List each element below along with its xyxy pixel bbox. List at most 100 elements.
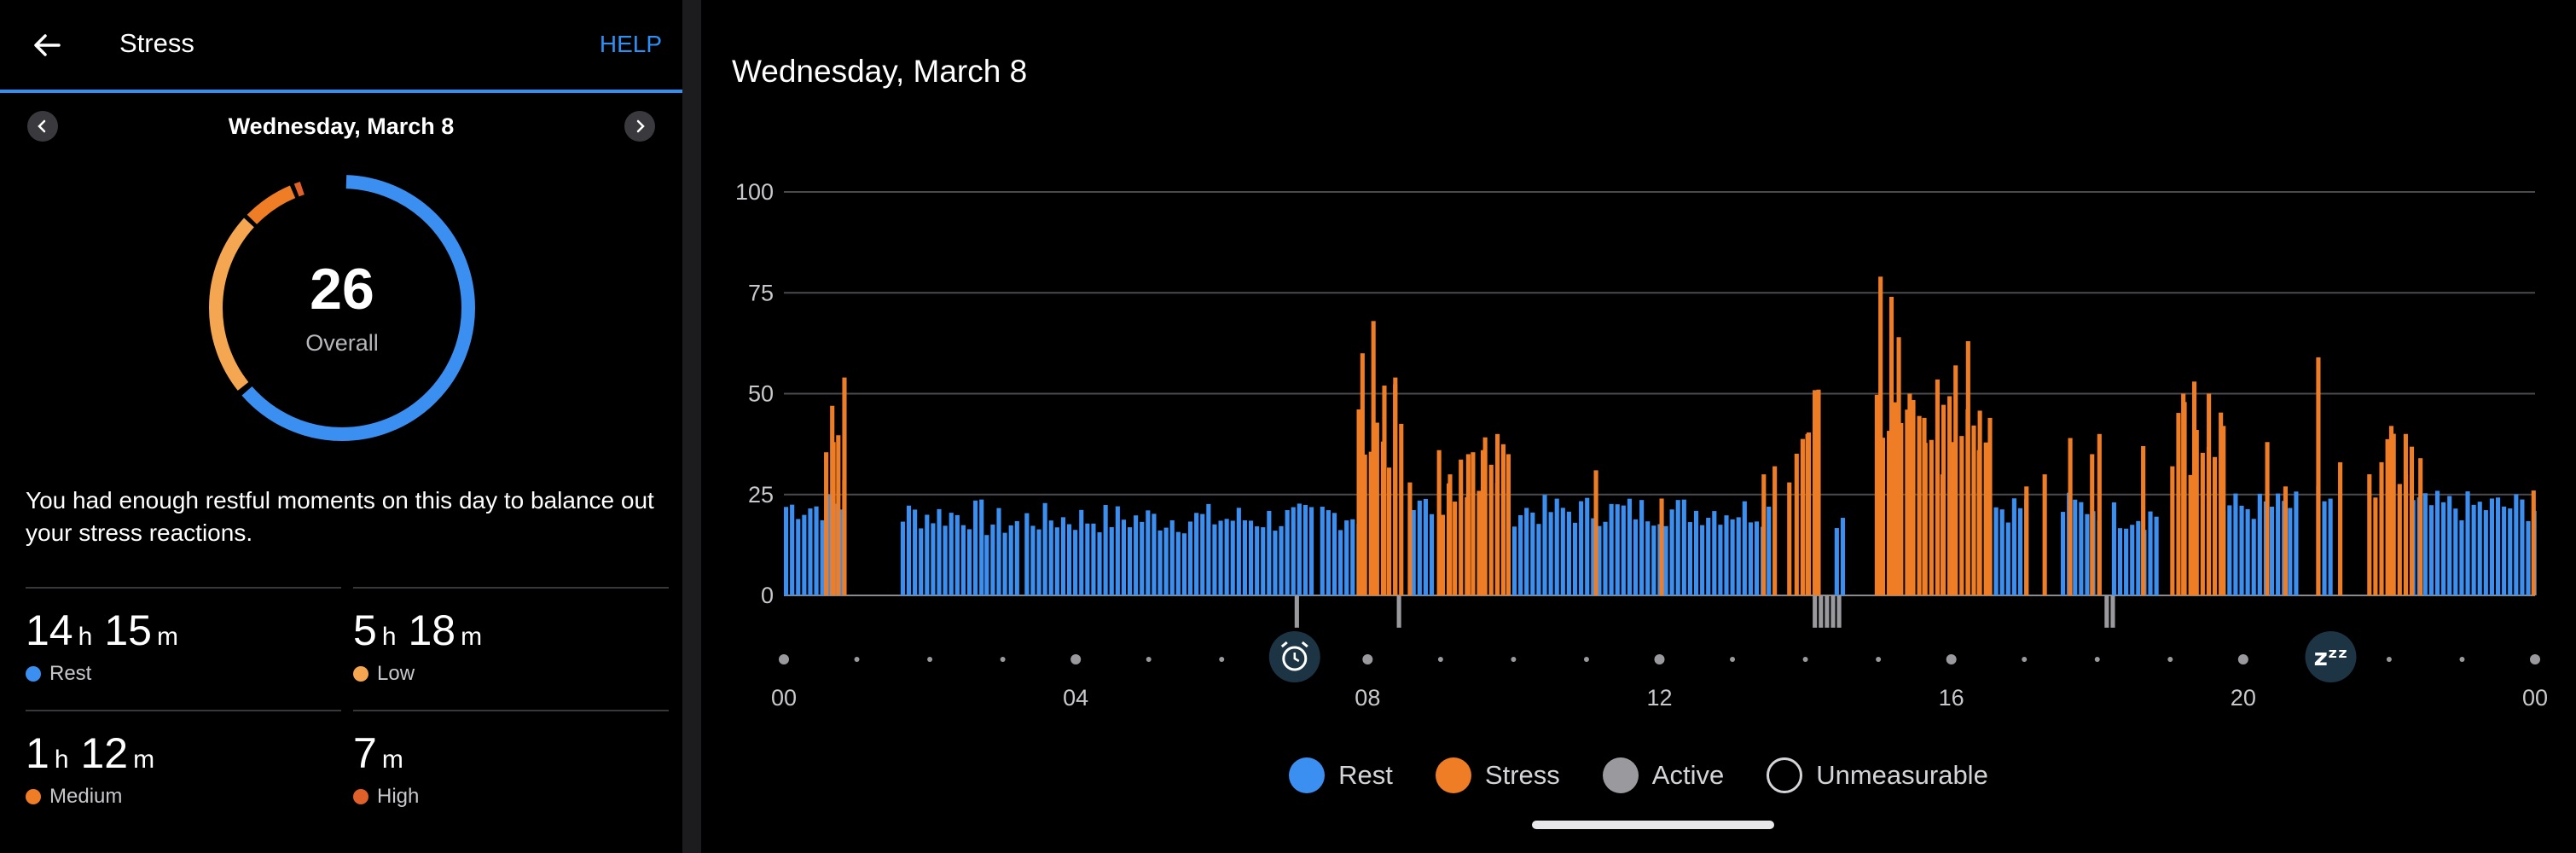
- stress-spike-bar: [1805, 433, 1810, 595]
- rest-bar: [1115, 506, 1120, 595]
- rest-bar: [1194, 513, 1199, 595]
- rest-bar: [913, 509, 918, 595]
- stress-bar: [836, 435, 841, 595]
- timeline-dot: [854, 657, 860, 662]
- rest-bar: [1693, 510, 1699, 595]
- timeline-dot: [1511, 657, 1517, 662]
- stress-bar: [1887, 431, 1892, 595]
- stress-spike-bar: [2531, 490, 2536, 595]
- rest-bar: [2434, 490, 2440, 595]
- stress-spike-bar: [2097, 433, 2102, 595]
- high-dot: [353, 789, 368, 804]
- rest-bar: [2239, 505, 2244, 595]
- stress-bar: [1929, 439, 1934, 595]
- rest-bar: [1242, 519, 1247, 595]
- rest-bar: [1423, 498, 1428, 595]
- stress-bar: [2409, 446, 2415, 595]
- rest-bar: [1326, 510, 1331, 595]
- stress-spike-bar: [1448, 474, 1453, 595]
- x-tick-label: 00: [2522, 685, 2548, 711]
- stress-spike-bar: [1465, 454, 1471, 595]
- rest-bar: [2465, 491, 2470, 595]
- stress-bar: [2176, 413, 2181, 595]
- stress-ring-gauge: [209, 175, 475, 441]
- rest-bar: [1597, 525, 1602, 595]
- stress-spike-bar: [1506, 454, 1511, 595]
- minutes-unit: m: [133, 746, 155, 774]
- rest-bar: [1687, 522, 1692, 595]
- rest-bar: [2328, 498, 2333, 595]
- stress-spike-bar: [1593, 470, 1598, 595]
- stress-spike-bar: [2207, 393, 2212, 595]
- rest-bar: [1736, 517, 1741, 595]
- rest-bar: [1152, 514, 1157, 595]
- hours-unit: h: [381, 623, 397, 651]
- rest-bar: [1200, 514, 1205, 595]
- rest-bar: [1236, 508, 1241, 595]
- y-tick-label: 75: [748, 280, 774, 305]
- rest-bar: [2453, 508, 2458, 595]
- rest-bar: [1609, 503, 1614, 595]
- y-tick-label: 0: [761, 583, 774, 608]
- x-tick-label: 08: [1355, 685, 1380, 711]
- stress-spike-bar: [1951, 442, 1956, 595]
- stress-bar: [1362, 454, 1367, 595]
- rest-bar: [1511, 526, 1517, 595]
- low-minutes: 18: [408, 606, 456, 654]
- rest-bar: [1633, 519, 1639, 595]
- timeline-dot: [2386, 657, 2392, 662]
- timeline-dot: [1070, 654, 1082, 664]
- rest-bar: [966, 529, 972, 595]
- stress-bar: [1488, 464, 1494, 595]
- rest-bar: [814, 506, 819, 595]
- stress-spike-bar: [1761, 474, 1767, 595]
- active-bar: [1396, 595, 1401, 628]
- rest-bar: [1615, 504, 1620, 595]
- rest-bar: [1042, 502, 1047, 595]
- stress-spike-bar: [2338, 461, 2343, 595]
- rest-bar: [1030, 525, 1036, 595]
- pane-divider[interactable]: [682, 0, 701, 853]
- rest-bar: [1579, 501, 1584, 595]
- stress-spike-bar: [2090, 454, 2095, 595]
- stress-bar: [1794, 453, 1799, 595]
- timeline-dot: [2094, 657, 2100, 662]
- stress-bar: [1971, 425, 1976, 595]
- stress-bar: [1440, 514, 1445, 595]
- timeline-dot: [1219, 657, 1225, 662]
- stress-bar: [1905, 409, 1910, 595]
- stress-spike-bar: [2141, 445, 2146, 595]
- legend-unmeasurable-swatch: [1767, 757, 1803, 793]
- rest-bar: [2124, 528, 2129, 595]
- rest-bar: [1429, 514, 1435, 595]
- rest-bar: [2130, 525, 2135, 595]
- stress-spike-bar: [1772, 466, 1778, 595]
- rest-bar: [2136, 520, 2141, 595]
- sleep-zzz-glyph: zᶻᶻ: [2314, 643, 2348, 671]
- rest-bar: [2233, 493, 2238, 595]
- stress-bar: [1935, 379, 1940, 595]
- gauge-low-arc: [209, 175, 475, 441]
- rest-bar: [2060, 512, 2066, 595]
- rest-bar: [826, 494, 831, 595]
- rest-bar: [2148, 511, 2153, 595]
- timeline-dot: [1730, 657, 1736, 662]
- rest-bar: [1840, 518, 1846, 595]
- home-indicator[interactable]: [1532, 821, 1774, 829]
- rest-bar: [802, 514, 807, 595]
- rest-bar: [1157, 530, 1163, 595]
- back-arrow-icon[interactable]: [30, 28, 64, 62]
- rest-bar: [784, 507, 789, 595]
- previous-day-button[interactable]: [27, 111, 58, 142]
- stress-bar: [1947, 396, 1952, 595]
- help-button[interactable]: HELP: [599, 31, 662, 57]
- rest-bar: [1060, 517, 1065, 595]
- minutes-unit: m: [461, 623, 483, 651]
- alarm-clock-bells: [1280, 641, 1308, 648]
- stat-medium: 1 h 12 m Medium: [26, 710, 341, 809]
- next-day-button[interactable]: [624, 111, 655, 142]
- timeline-dot: [2530, 654, 2540, 664]
- rest-bar: [2447, 496, 2452, 595]
- rest-bar: [790, 504, 795, 595]
